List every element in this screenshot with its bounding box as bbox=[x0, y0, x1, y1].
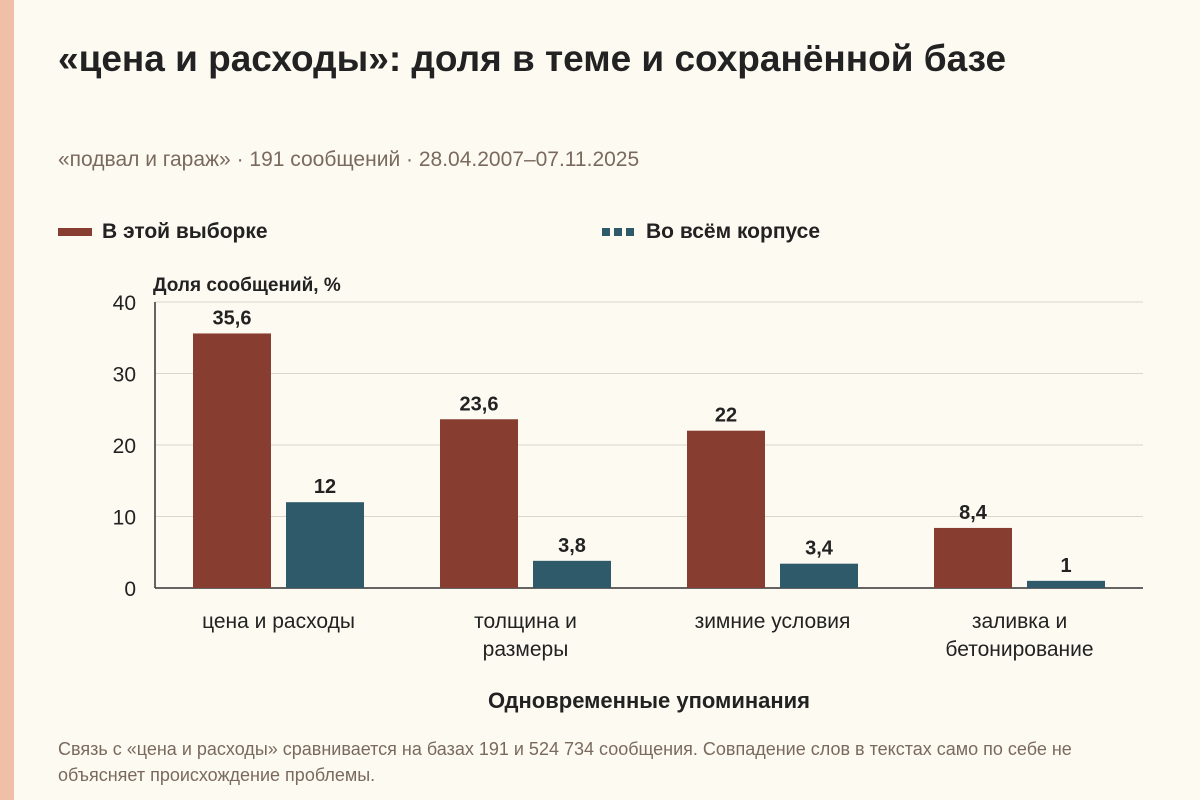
chart-subtitle: «подвал и гараж» · 191 сообщений · 28.04… bbox=[58, 148, 640, 171]
bar-corpus bbox=[286, 502, 364, 588]
bar-corpus bbox=[1027, 580, 1105, 588]
chart-title: «цена и расходы»: доля в теме и сохранён… bbox=[58, 38, 1007, 79]
data-label: 23,6 bbox=[460, 393, 499, 415]
y-tick-label: 20 bbox=[113, 435, 136, 458]
data-label: 8,4 bbox=[959, 502, 988, 524]
x-tick-label: зимние условия bbox=[695, 610, 851, 633]
bar-sample bbox=[193, 333, 271, 588]
x-tick-label: толщина и bbox=[474, 610, 577, 633]
footnote: Связь с «цена и расходы» сравнивается на… bbox=[58, 739, 1072, 785]
data-label: 12 bbox=[314, 476, 336, 498]
x-tick-label: заливка и bbox=[972, 610, 1067, 633]
data-label: 1 bbox=[1060, 555, 1071, 577]
y-tick-label: 10 bbox=[113, 507, 136, 530]
accent-bar bbox=[0, 0, 14, 800]
y-tick-label: 40 bbox=[113, 292, 136, 315]
x-tick-label: размеры bbox=[483, 638, 569, 661]
data-label: 3,4 bbox=[805, 538, 834, 560]
bar-sample bbox=[687, 430, 765, 588]
data-label: 35,6 bbox=[213, 307, 252, 329]
bar-sample bbox=[934, 527, 1012, 588]
legend-swatch-corpus bbox=[602, 228, 636, 236]
bar-sample bbox=[440, 419, 518, 588]
x-tick-label: бетонирование bbox=[945, 638, 1093, 661]
y-tick-label: 0 bbox=[124, 578, 136, 601]
legend-swatch-sample bbox=[58, 228, 92, 236]
x-tick-label: цена и расходы bbox=[202, 610, 355, 633]
legend-item-corpus: Во всём корпусе bbox=[602, 220, 820, 244]
legend-item-sample: В этой выборке bbox=[58, 220, 268, 244]
y-tick-label: 30 bbox=[113, 364, 136, 387]
legend-label-corpus: Во всём корпусе bbox=[646, 220, 821, 243]
data-label: 3,8 bbox=[558, 535, 586, 557]
data-label: 22 bbox=[715, 405, 737, 427]
legend-label-sample: В этой выборке bbox=[102, 220, 268, 243]
bar-corpus bbox=[780, 563, 858, 588]
bar-corpus bbox=[533, 560, 611, 588]
y-axis-label: Доля сообщений, % bbox=[153, 275, 341, 296]
x-axis-label: Одновременные упоминания bbox=[488, 688, 810, 713]
